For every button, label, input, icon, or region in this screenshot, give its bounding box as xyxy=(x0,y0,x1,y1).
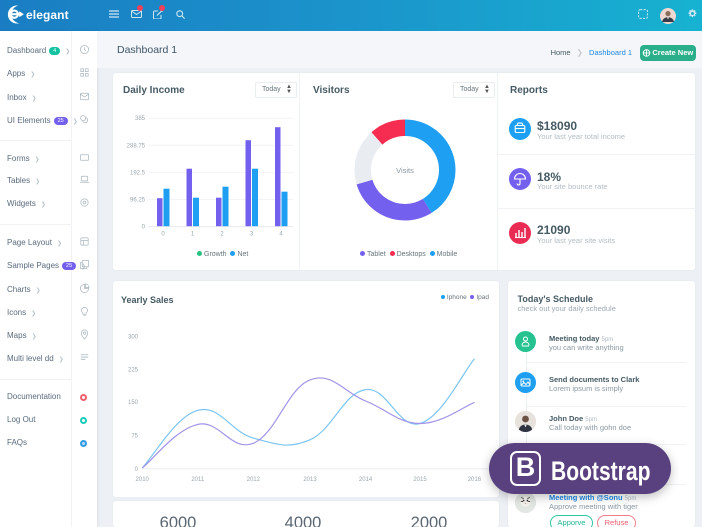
svg-text:0: 0 xyxy=(135,467,139,473)
svg-text:0: 0 xyxy=(142,225,146,231)
svg-text:2015: 2015 xyxy=(413,477,427,483)
svg-text:2012: 2012 xyxy=(247,477,261,483)
svg-text:2011: 2011 xyxy=(191,477,205,483)
svg-text:2010: 2010 xyxy=(136,477,150,483)
svg-text:385: 385 xyxy=(135,116,146,122)
svg-text:Visits: Visits xyxy=(396,166,414,175)
svg-text:2016: 2016 xyxy=(468,477,482,483)
svg-text:225: 225 xyxy=(128,367,139,373)
svg-text:75: 75 xyxy=(131,434,138,440)
svg-text:150: 150 xyxy=(128,400,139,406)
svg-text:0: 0 xyxy=(161,232,165,238)
svg-text:1: 1 xyxy=(191,232,195,238)
svg-text:2014: 2014 xyxy=(359,477,373,483)
svg-text:4: 4 xyxy=(279,232,283,238)
svg-text:96.25: 96.25 xyxy=(130,198,146,204)
svg-text:3: 3 xyxy=(250,232,254,238)
svg-text:288.75: 288.75 xyxy=(127,143,146,149)
svg-text:2: 2 xyxy=(220,232,224,238)
svg-text:2013: 2013 xyxy=(303,477,317,483)
svg-text:192.5: 192.5 xyxy=(130,170,146,176)
svg-text:300: 300 xyxy=(128,335,139,341)
